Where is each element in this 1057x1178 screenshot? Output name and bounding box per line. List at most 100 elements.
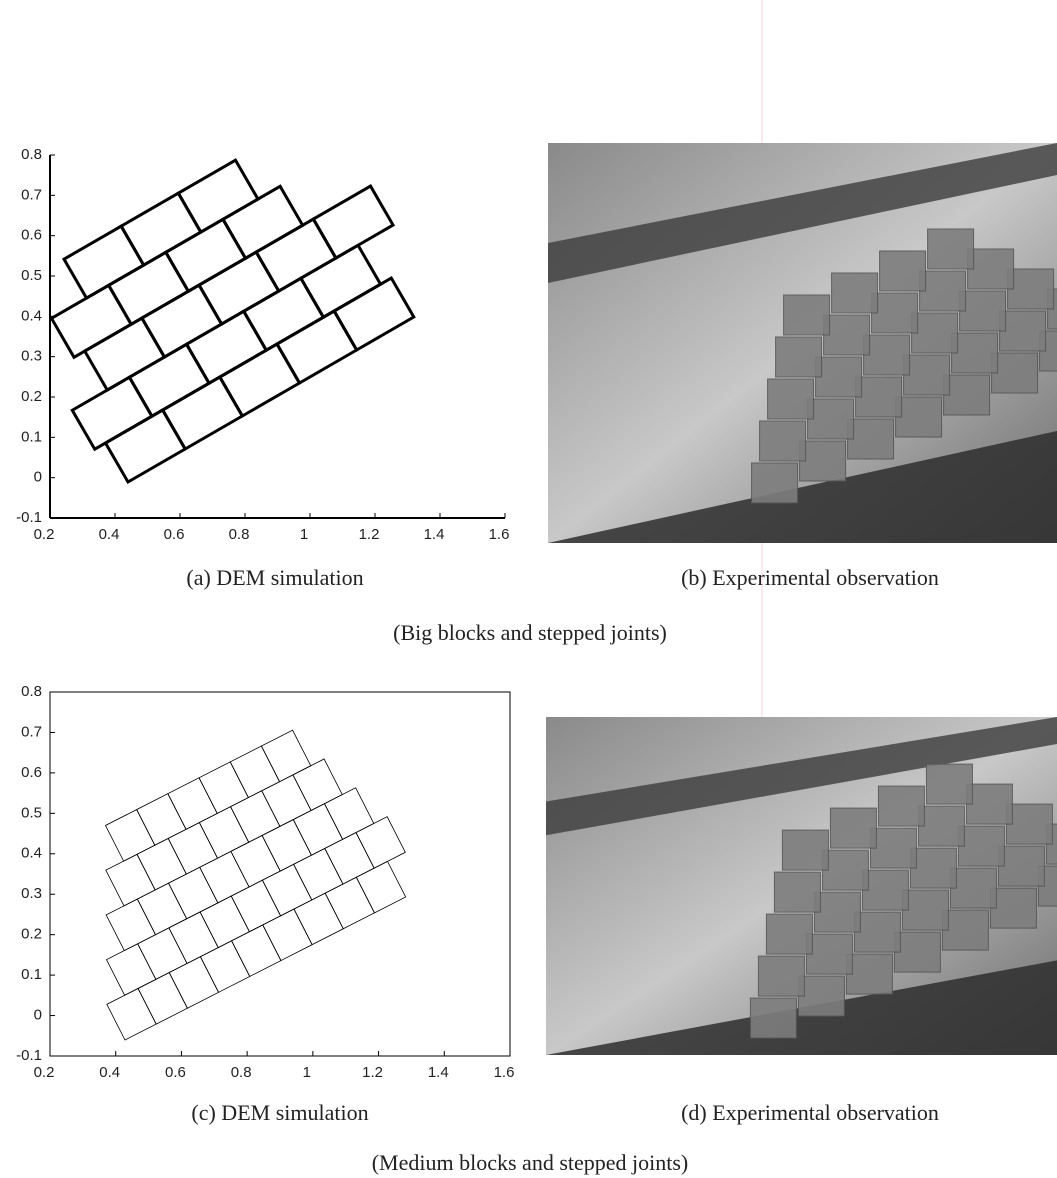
- y-tick-label: 0.7: [21, 723, 42, 740]
- photo-block: [808, 399, 854, 439]
- y-tick-label: 0.2: [21, 388, 42, 405]
- x-tick-label: 0.4: [99, 526, 120, 543]
- photo-block: [862, 870, 908, 910]
- block: [231, 791, 280, 843]
- photo-block: [912, 313, 958, 353]
- block: [231, 835, 280, 887]
- x-tick-label: 1.4: [428, 1064, 449, 1081]
- photo-block: [752, 463, 798, 503]
- y-tick-label: 0.4: [21, 307, 42, 324]
- photo-block: [878, 786, 924, 826]
- photo-block: [750, 998, 796, 1038]
- photo: [546, 717, 1057, 1055]
- group-caption: (Medium blocks and stepped joints): [372, 1150, 689, 1175]
- photo-block: [830, 808, 876, 848]
- block: [232, 925, 281, 977]
- caption: (d) Experimental observation: [681, 1100, 939, 1125]
- photo-block: [854, 912, 900, 952]
- block: [325, 877, 374, 929]
- photo-block: [782, 830, 828, 870]
- block: [199, 807, 248, 859]
- y-tick-label: 0.5: [21, 267, 42, 284]
- block: [64, 226, 144, 298]
- x-tick-label: 0.2: [34, 526, 55, 543]
- block: [293, 804, 342, 856]
- photo-block: [950, 868, 996, 908]
- photo-block: [760, 421, 806, 461]
- x-tick-label: 1: [303, 1064, 311, 1081]
- photo-block: [848, 419, 894, 459]
- block: [105, 810, 154, 862]
- x-tick-label: 0.4: [99, 1064, 120, 1081]
- caption: (c) DEM simulation: [191, 1100, 368, 1125]
- y-tick-label: 0.1: [21, 428, 42, 445]
- y-tick-label: 0.3: [21, 885, 42, 902]
- axes-box: [50, 692, 510, 1056]
- x-tick-label: 1.2: [362, 1064, 383, 1081]
- x-tick-label: 1.4: [424, 526, 445, 543]
- photo-block: [864, 335, 910, 375]
- photo-block: [824, 315, 870, 355]
- block: [200, 851, 249, 903]
- photo-block: [798, 976, 844, 1016]
- y-tick-label: 0: [34, 1007, 42, 1024]
- block: [294, 848, 343, 900]
- photo-block: [998, 846, 1044, 886]
- y-tick-label: 0.6: [21, 764, 42, 781]
- block: [168, 778, 217, 830]
- block: [262, 820, 311, 872]
- block: [169, 912, 218, 964]
- y-tick-label: 0.5: [21, 804, 42, 821]
- photo-block: [806, 934, 852, 974]
- y-tick-label: -0.1: [16, 1047, 42, 1064]
- y-tick-label: 0.2: [21, 926, 42, 943]
- block: [313, 186, 393, 258]
- block: [293, 759, 342, 811]
- y-tick-label: 0.3: [21, 348, 42, 365]
- block: [178, 160, 258, 232]
- x-tick-label: 0.8: [229, 526, 250, 543]
- photo-block: [784, 295, 830, 335]
- photo-block: [846, 954, 892, 994]
- photo-block: [896, 397, 942, 437]
- y-tick-label: 0.6: [21, 227, 42, 244]
- block: [106, 899, 155, 951]
- block: [263, 909, 312, 961]
- block: [107, 944, 156, 996]
- figure: -0.1 0 0.1 0.2 0.3 0.4 0.5 0.6 0.7 0.8 0.2 0.4 0.6 0.…: [0, 0, 1057, 1178]
- photo-block: [992, 353, 1038, 393]
- block: [106, 854, 155, 906]
- block: [200, 941, 249, 993]
- photo-block: [800, 441, 846, 481]
- block: [138, 928, 187, 980]
- photo-block: [920, 271, 966, 311]
- photo-block: [966, 784, 1012, 824]
- caption: (a) DEM simulation: [186, 565, 363, 590]
- photo-block: [942, 910, 988, 950]
- x-tick-label: 1.6: [494, 1064, 515, 1081]
- photo-block: [816, 357, 862, 397]
- photo-block: [928, 229, 974, 269]
- y-tick-label: -0.1: [16, 509, 42, 526]
- block: [169, 957, 218, 1009]
- x-tick-label: 0.2: [34, 1064, 55, 1081]
- block: [223, 186, 303, 258]
- photo-block: [926, 764, 972, 804]
- caption: (b) Experimental observation: [681, 565, 939, 590]
- photo-block: [880, 251, 926, 291]
- photo-block: [1000, 311, 1046, 351]
- block: [137, 883, 186, 935]
- photo-block: [968, 249, 1014, 289]
- group-caption: (Big blocks and stepped joints): [393, 620, 667, 645]
- photo-block: [990, 888, 1036, 928]
- block: [356, 861, 405, 913]
- block: [169, 867, 218, 919]
- photo-block: [952, 333, 998, 373]
- x-tick-label: 1.6: [489, 526, 510, 543]
- y-tick-label: 0.8: [21, 683, 42, 700]
- block: [168, 823, 217, 875]
- photo-block: [872, 293, 918, 333]
- x-tick-label: 0.6: [164, 526, 185, 543]
- photo-block: [944, 375, 990, 415]
- photo-block: [768, 379, 814, 419]
